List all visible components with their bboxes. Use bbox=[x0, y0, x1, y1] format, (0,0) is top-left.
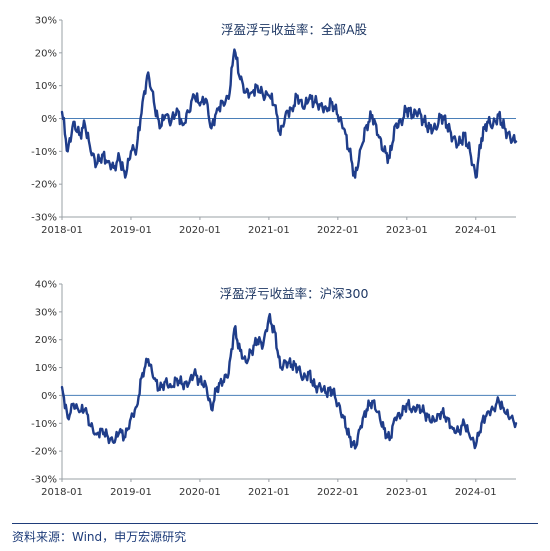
source-bar: 资料来源：Wind，申万宏源研究 bbox=[12, 523, 538, 546]
y-tick-label: -10% bbox=[31, 419, 57, 430]
y-tick-label: 20% bbox=[35, 335, 57, 346]
y-tick-label: -20% bbox=[31, 180, 57, 191]
y-tick-label: 30% bbox=[35, 307, 57, 318]
chart-title: 浮盈浮亏收益率：全部A股 bbox=[221, 22, 368, 37]
y-tick-label: 10% bbox=[35, 81, 57, 92]
x-tick-label: 2018-01 bbox=[41, 225, 83, 236]
x-tick-label: 2020-01 bbox=[179, 225, 221, 236]
x-tick-label: 2024-01 bbox=[455, 225, 497, 236]
y-tick-label: -20% bbox=[31, 447, 57, 458]
y-tick-label: 30% bbox=[35, 16, 57, 27]
source-note: 资料来源：Wind，申万宏源研究 bbox=[12, 530, 187, 544]
y-tick-label: 0% bbox=[41, 391, 57, 402]
x-tick-label: 2023-01 bbox=[386, 487, 428, 498]
y-tick-label: -30% bbox=[31, 213, 57, 224]
x-tick-label: 2019-01 bbox=[110, 225, 152, 236]
x-tick-label: 2024-01 bbox=[455, 487, 497, 498]
chart-csi-300: 40% 30% 20% 10% 0% -10% -20% -30%2018-01 2019-01… bbox=[31, 280, 518, 498]
series-line bbox=[60, 312, 518, 450]
x-tick-label: 2019-01 bbox=[110, 487, 152, 498]
y-tick-label: -10% bbox=[31, 147, 57, 158]
x-tick-label: 2022-01 bbox=[317, 487, 359, 498]
x-tick-label: 2023-01 bbox=[386, 225, 428, 236]
y-tick-label: 10% bbox=[35, 363, 57, 374]
x-tick-label: 2021-01 bbox=[248, 487, 290, 498]
chart-all-a-shares: 30% 20% 10% 0% -10% -20% -30%2018-01 2019-01 202… bbox=[31, 16, 518, 236]
x-tick-label: 2018-01 bbox=[41, 487, 83, 498]
y-tick-label: 40% bbox=[35, 280, 57, 291]
x-tick-label: 2021-01 bbox=[248, 225, 290, 236]
x-tick-label: 2020-01 bbox=[179, 487, 221, 498]
y-tick-label: 0% bbox=[41, 114, 57, 125]
x-tick-label: 2022-01 bbox=[317, 225, 359, 236]
y-tick-label: 20% bbox=[35, 48, 57, 59]
y-tick-label: -30% bbox=[31, 475, 57, 486]
series-line bbox=[60, 48, 518, 179]
chart-title: 浮盈浮亏收益率：沪深300 bbox=[220, 286, 369, 301]
